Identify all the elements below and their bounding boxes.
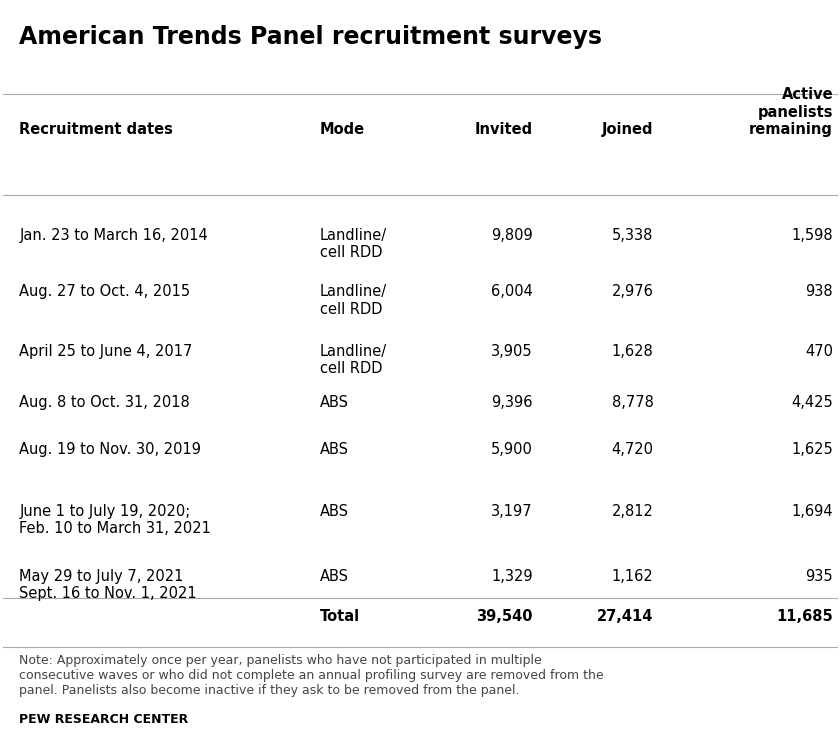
- Text: PEW RESEARCH CENTER: PEW RESEARCH CENTER: [19, 713, 189, 725]
- Text: June 1 to July 19, 2020;
Feb. 10 to March 31, 2021: June 1 to July 19, 2020; Feb. 10 to Marc…: [19, 504, 212, 536]
- Text: Landline/
cell RDD: Landline/ cell RDD: [320, 228, 387, 260]
- Text: May 29 to July 7, 2021
Sept. 16 to Nov. 1, 2021: May 29 to July 7, 2021 Sept. 16 to Nov. …: [19, 569, 197, 601]
- Text: Invited: Invited: [475, 122, 533, 137]
- Text: Joined: Joined: [602, 122, 654, 137]
- Text: 9,809: 9,809: [491, 228, 533, 243]
- Text: American Trends Panel recruitment surveys: American Trends Panel recruitment survey…: [19, 25, 602, 48]
- Text: ABS: ABS: [320, 442, 349, 457]
- Text: Aug. 19 to Nov. 30, 2019: Aug. 19 to Nov. 30, 2019: [19, 442, 202, 457]
- Text: ABS: ABS: [320, 504, 349, 518]
- Text: 11,685: 11,685: [776, 609, 833, 624]
- Text: 5,338: 5,338: [612, 228, 654, 243]
- Text: 3,905: 3,905: [491, 344, 533, 359]
- Text: 1,598: 1,598: [791, 228, 833, 243]
- Text: 3,197: 3,197: [491, 504, 533, 518]
- Text: 9,396: 9,396: [491, 395, 533, 410]
- Text: Mode: Mode: [320, 122, 365, 137]
- Text: 470: 470: [805, 344, 833, 359]
- Text: 4,425: 4,425: [791, 395, 833, 410]
- Text: 8,778: 8,778: [612, 395, 654, 410]
- Text: 2,976: 2,976: [612, 285, 654, 299]
- Text: Note: Approximately once per year, panelists who have not participated in multip: Note: Approximately once per year, panel…: [19, 654, 604, 697]
- Text: 27,414: 27,414: [597, 609, 654, 624]
- Text: 4,720: 4,720: [612, 442, 654, 457]
- Text: Active
panelists
remaining: Active panelists remaining: [749, 87, 833, 137]
- Text: 2,812: 2,812: [612, 504, 654, 518]
- Text: 5,900: 5,900: [491, 442, 533, 457]
- Text: 938: 938: [806, 285, 833, 299]
- Text: 6,004: 6,004: [491, 285, 533, 299]
- Text: Aug. 8 to Oct. 31, 2018: Aug. 8 to Oct. 31, 2018: [19, 395, 190, 410]
- Text: 1,625: 1,625: [791, 442, 833, 457]
- Text: 1,628: 1,628: [612, 344, 654, 359]
- Text: 935: 935: [806, 569, 833, 584]
- Text: Recruitment dates: Recruitment dates: [19, 122, 173, 137]
- Text: Landline/
cell RDD: Landline/ cell RDD: [320, 285, 387, 317]
- Text: Jan. 23 to March 16, 2014: Jan. 23 to March 16, 2014: [19, 228, 208, 243]
- Text: Landline/
cell RDD: Landline/ cell RDD: [320, 344, 387, 376]
- Text: 1,329: 1,329: [491, 569, 533, 584]
- Text: 1,694: 1,694: [791, 504, 833, 518]
- Text: ABS: ABS: [320, 395, 349, 410]
- Text: 1,162: 1,162: [612, 569, 654, 584]
- Text: ABS: ABS: [320, 569, 349, 584]
- Text: Aug. 27 to Oct. 4, 2015: Aug. 27 to Oct. 4, 2015: [19, 285, 191, 299]
- Text: Total: Total: [320, 609, 360, 624]
- Text: 39,540: 39,540: [476, 609, 533, 624]
- Text: April 25 to June 4, 2017: April 25 to June 4, 2017: [19, 344, 193, 359]
